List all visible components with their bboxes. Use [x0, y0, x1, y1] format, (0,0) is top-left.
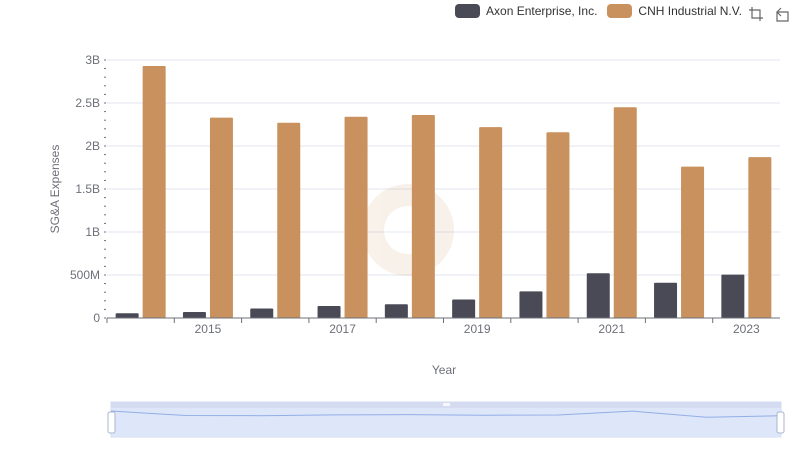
restore-icon[interactable]: [774, 6, 790, 22]
bar-cnh-2017[interactable]: [344, 116, 368, 318]
bar-cnh-2019[interactable]: [479, 127, 503, 318]
slider-selection[interactable]: [111, 408, 781, 437]
x-axis-title: Year: [432, 363, 456, 377]
slider-preview-line: [110, 410, 782, 418]
bar-cnh-2023[interactable]: [748, 157, 772, 318]
bar-cnh-2015[interactable]: [209, 117, 233, 319]
data-zoom-icon[interactable]: [748, 6, 764, 22]
legend-swatch-axon: [455, 4, 481, 18]
y-tick-label: 1.5B: [75, 182, 100, 196]
bar-cnh-2021[interactable]: [613, 107, 637, 318]
y-tick-label: 3B: [85, 53, 100, 67]
y-tick-label: 1B: [85, 225, 100, 239]
data-zoom-slider[interactable]: [107, 401, 785, 438]
y-tick-label: 500M: [70, 268, 100, 282]
x-axis: 2015 2017 2019 2021 2023: [106, 317, 780, 336]
x-tick-label: 2017: [329, 322, 356, 336]
bar-axon-2016[interactable]: [250, 308, 274, 318]
bar-axon-2017[interactable]: [317, 305, 341, 318]
bar-axon-2018[interactable]: [384, 304, 408, 318]
bar-axon-2020[interactable]: [519, 291, 543, 318]
bar-axon-2022[interactable]: [654, 282, 678, 318]
watermark-logo: [362, 184, 454, 276]
bar-cnh-2014[interactable]: [142, 66, 166, 319]
y-axis: 0 500M 1B 1.5B 2B 2.5B 3B: [70, 53, 106, 325]
bar-series-group: [115, 66, 772, 319]
slider-handle-right[interactable]: [776, 411, 785, 434]
legend-label-cnh: CNH Industrial N.V.: [638, 4, 742, 18]
bar-axon-2014[interactable]: [115, 313, 139, 318]
legend-item-axon[interactable]: Axon Enterprise, Inc.: [455, 4, 597, 18]
bar-axon-2023[interactable]: [721, 274, 745, 318]
y-tick-label: 2.5B: [75, 96, 100, 110]
x-tick-label: 2019: [464, 322, 491, 336]
legend-item-cnh[interactable]: CNH Industrial N.V.: [607, 4, 742, 18]
bar-cnh-2018[interactable]: [411, 115, 435, 318]
legend-label-axon: Axon Enterprise, Inc.: [486, 4, 598, 18]
x-tick-label: 2015: [195, 322, 222, 336]
y-axis-title: SG&A Expenses: [48, 145, 62, 234]
legend: Axon Enterprise, Inc. CNH Industrial N.V…: [455, 4, 742, 18]
bar-axon-2021[interactable]: [586, 273, 610, 318]
bar-axon-2019[interactable]: [452, 299, 476, 318]
bar-cnh-2022[interactable]: [681, 166, 705, 318]
y-tick-label: 0: [93, 311, 100, 325]
y-tick-label: 2B: [85, 139, 100, 153]
chart-toolbox: [748, 6, 790, 22]
legend-swatch-cnh: [607, 4, 633, 18]
slider-handle-left[interactable]: [107, 411, 116, 434]
bar-cnh-2016[interactable]: [277, 122, 301, 318]
slider-center-grip[interactable]: [443, 403, 450, 406]
bar-cnh-2020[interactable]: [546, 132, 570, 318]
x-tick-label: 2023: [733, 322, 760, 336]
bar-axon-2015[interactable]: [182, 311, 206, 318]
x-tick-label: 2021: [598, 322, 625, 336]
